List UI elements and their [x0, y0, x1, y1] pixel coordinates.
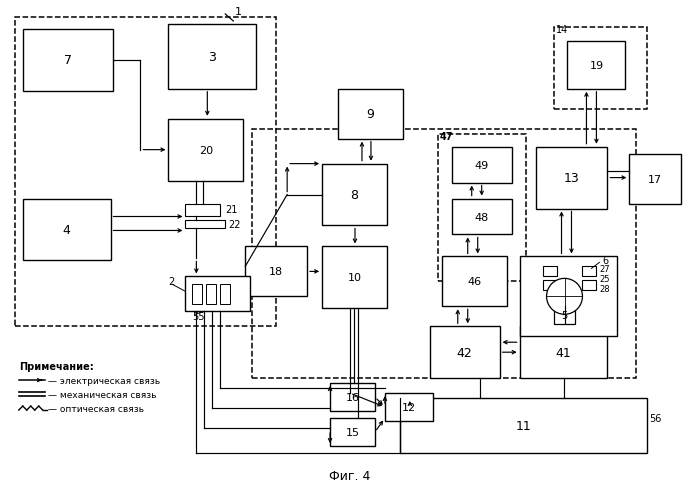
Text: 11: 11 [516, 419, 531, 432]
Text: Примечание:: Примечание: [19, 362, 94, 371]
Bar [430, 327, 500, 378]
Circle shape [547, 279, 582, 315]
Text: 21: 21 [225, 204, 238, 214]
Bar [338, 90, 403, 139]
Text: 46: 46 [467, 277, 482, 287]
Bar [629, 154, 682, 204]
Text: 7: 7 [64, 54, 71, 67]
Bar [519, 327, 607, 378]
Text: 41: 41 [556, 346, 571, 359]
Bar [452, 147, 512, 183]
Bar [185, 221, 225, 229]
Text: 20: 20 [199, 145, 213, 155]
Text: — оптическая связь: — оптическая связь [48, 404, 144, 413]
Bar [438, 135, 526, 282]
Bar [385, 393, 433, 421]
Bar [330, 383, 375, 411]
Text: 55: 55 [192, 312, 205, 321]
Bar [582, 281, 596, 291]
Bar [554, 307, 575, 325]
Text: 14: 14 [556, 25, 568, 35]
Text: 8: 8 [350, 189, 359, 202]
Bar [185, 204, 220, 216]
Text: 17: 17 [648, 174, 663, 184]
Text: 9: 9 [366, 108, 375, 121]
Bar [168, 25, 257, 90]
Text: 3: 3 [208, 51, 216, 64]
Text: 15: 15 [345, 427, 359, 437]
Bar [542, 281, 556, 291]
Bar [245, 247, 307, 297]
Bar [582, 267, 596, 277]
Bar [168, 120, 243, 181]
Bar [535, 147, 607, 209]
Bar [252, 129, 636, 378]
Text: 27: 27 [600, 264, 610, 273]
Bar [452, 199, 512, 235]
Bar [542, 267, 556, 277]
Text: 56: 56 [649, 413, 662, 423]
Bar [220, 285, 230, 304]
Text: 2: 2 [168, 277, 175, 287]
Bar [519, 257, 617, 336]
Bar [568, 42, 626, 90]
Text: 5: 5 [561, 311, 568, 320]
Text: 49: 49 [475, 160, 489, 170]
Text: 19: 19 [589, 60, 603, 71]
Bar [400, 398, 647, 453]
Text: 12: 12 [402, 402, 416, 412]
Text: 1: 1 [236, 7, 243, 17]
Bar [23, 30, 113, 91]
Bar [554, 28, 647, 109]
Bar [322, 164, 387, 226]
Bar [185, 277, 250, 312]
Bar [206, 285, 216, 304]
Text: 13: 13 [563, 172, 579, 185]
Text: 4: 4 [63, 224, 71, 237]
Text: 25: 25 [600, 274, 610, 283]
Bar [23, 199, 110, 261]
Bar [192, 285, 202, 304]
Bar [330, 418, 375, 446]
Text: 22: 22 [229, 220, 240, 230]
Text: 28: 28 [600, 284, 610, 293]
Bar [15, 18, 276, 327]
Text: Фиг. 4: Фиг. 4 [329, 469, 370, 483]
Bar [322, 247, 387, 309]
Text: 18: 18 [269, 267, 283, 277]
Text: 47: 47 [440, 132, 453, 141]
Text: 48: 48 [475, 212, 489, 222]
Bar [442, 257, 507, 307]
Text: 6: 6 [603, 256, 609, 266]
Text: — механическая связь: — механическая связь [48, 390, 156, 399]
Text: 16: 16 [345, 392, 359, 402]
Text: 42: 42 [457, 346, 473, 359]
Text: 10: 10 [347, 273, 361, 283]
Text: — электрическая связь: — электрическая связь [48, 376, 160, 385]
